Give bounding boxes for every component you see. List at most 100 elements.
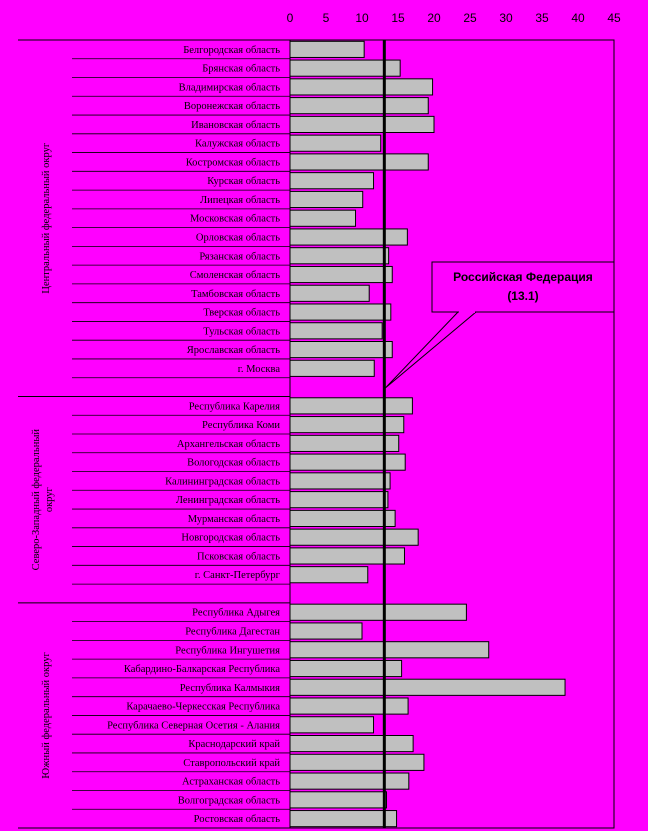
x-tick-label: 15 [391, 11, 405, 25]
bar [289, 641, 490, 659]
bar [289, 59, 401, 77]
bar [289, 791, 387, 809]
bar [289, 453, 406, 471]
category-label: Республика Северная Осетия - Алания [107, 720, 280, 731]
bar [289, 97, 429, 115]
category-label: Республика Дагестан [185, 627, 280, 638]
category-label: Ленинградская область [176, 495, 280, 506]
bar [289, 322, 383, 340]
category-labels: Белгородская область Брянская область Влад… [107, 45, 281, 825]
x-tick-label: 20 [427, 11, 441, 25]
x-tick-label: 5 [323, 11, 330, 25]
category-label: Тверская область [203, 308, 280, 319]
bar [289, 172, 375, 190]
category-label: Волгоградская область [178, 795, 280, 806]
reference-label: Российская Федерация [453, 270, 593, 284]
category-label: г. Санкт-Петербург [195, 570, 281, 581]
bar [289, 772, 410, 790]
x-tick-label: 45 [607, 11, 621, 25]
bar [289, 491, 389, 509]
group-label: Южный федеральный округ [41, 652, 52, 779]
bar [289, 566, 369, 584]
bar [289, 247, 390, 265]
x-tick-label: 25 [463, 11, 477, 25]
bar [289, 509, 396, 527]
category-label: Республика Калмыкия [180, 683, 280, 694]
category-label: Калининградская область [165, 476, 280, 487]
bar [289, 40, 365, 58]
callout-pointer [384, 311, 478, 389]
x-tick-label: 40 [571, 11, 585, 25]
bar [289, 716, 375, 734]
category-label: Краснодарский край [188, 739, 280, 750]
bar [289, 397, 413, 415]
category-label: Тамбовская область [191, 289, 280, 300]
x-tick-label: 35 [535, 11, 549, 25]
bar [289, 134, 382, 152]
bar [289, 753, 425, 771]
category-label: Воронежская область [184, 101, 280, 112]
x-tick-label: 10 [355, 11, 369, 25]
category-label: Ярославская область [187, 345, 280, 356]
category-label: Рязанская область [199, 251, 280, 262]
bar [289, 341, 393, 359]
category-label: Брянская область [202, 64, 280, 75]
group-labels: Центральный федеральный округ Северо-Запа… [31, 142, 55, 778]
bar [289, 78, 434, 96]
reference-value-label: (13.1) [507, 289, 538, 303]
reference-line: Российская Федерация (13.1) [382, 40, 615, 828]
category-label: Карачаево-Черкесская Республика [126, 702, 280, 713]
bar [289, 434, 400, 452]
group-label: Центральный федеральный округ [41, 142, 52, 294]
bar [289, 303, 392, 321]
x-tick-label: 30 [499, 11, 513, 25]
bar [289, 678, 566, 696]
category-label: Тульская область [203, 326, 280, 337]
category-label: Ростовская область [194, 814, 281, 825]
group-label: Северо-Западный федеральный округ [31, 429, 55, 571]
category-label: Ставропольский край [183, 758, 280, 769]
bar [289, 115, 435, 133]
category-label: Московская область [190, 214, 280, 225]
callout-box [431, 261, 615, 313]
bar [289, 472, 391, 490]
bar [289, 622, 363, 640]
bar [289, 284, 370, 302]
category-label: Белгородская область [183, 45, 280, 56]
category-label: Кабардино-Балкарская Республика [124, 664, 280, 675]
category-label: Владимирская область [179, 82, 281, 93]
category-label: Республика Адыгея [192, 608, 280, 619]
category-label: Курская область [207, 176, 280, 187]
category-label: Псковская область [197, 551, 280, 562]
bar [289, 735, 414, 753]
category-label: Орловская область [196, 233, 280, 244]
bar [289, 228, 408, 246]
bar [289, 153, 429, 171]
bar [289, 265, 393, 284]
bar [289, 547, 405, 565]
category-label: Астраханская область [182, 777, 280, 788]
bar [289, 659, 403, 678]
category-label: Архангельская область [177, 439, 280, 450]
bar [289, 528, 419, 546]
category-label: Вологодская область [187, 458, 280, 469]
bar [289, 190, 364, 209]
category-label: Новгородская область [181, 533, 280, 544]
category-label: г. Москва [238, 364, 281, 375]
category-label: Мурманская область [188, 514, 280, 525]
bar [289, 359, 375, 377]
category-label: Республика Ингушетия [175, 645, 280, 656]
bar [289, 209, 357, 227]
bar [289, 810, 398, 828]
category-label: Республика Карелия [189, 401, 280, 412]
x-axis: 0 5 10 15 20 25 30 35 40 45 [18, 11, 621, 829]
bar [289, 697, 409, 715]
category-label: Костромская область [186, 157, 281, 168]
bar [289, 603, 467, 621]
x-tick-label: 0 [287, 11, 294, 25]
bar [289, 416, 405, 434]
category-label: Республика Коми [202, 420, 280, 431]
category-label: Калужская область [195, 139, 280, 150]
bar-series [289, 40, 566, 828]
